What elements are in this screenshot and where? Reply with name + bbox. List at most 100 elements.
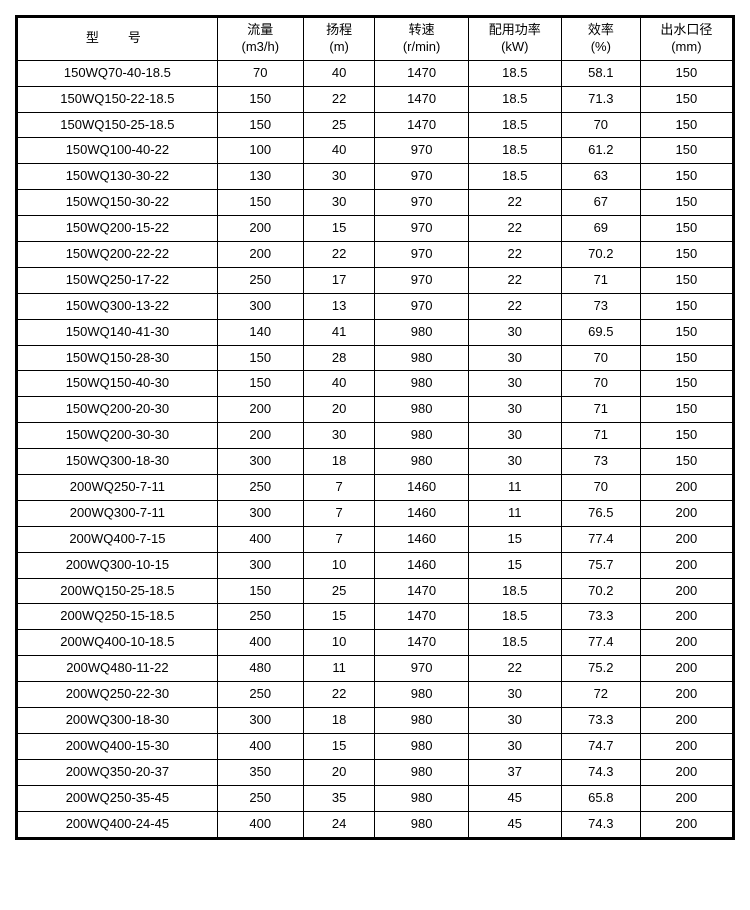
table-cell: 18.5 [468,60,561,86]
table-cell: 100 [217,138,303,164]
table-cell: 200WQ250-22-30 [17,682,218,708]
table-header: 型 号流量(m3/h)扬程(m)转速(r/min)配用功率(kW)效率(%)出水… [17,17,734,61]
table-cell: 200 [640,604,733,630]
table-cell: 150 [640,242,733,268]
table-cell: 980 [375,759,468,785]
table-cell: 15 [303,604,375,630]
table-cell: 18.5 [468,578,561,604]
table-cell: 150 [640,112,733,138]
table-cell: 70.2 [561,578,640,604]
table-cell: 1470 [375,578,468,604]
table-cell: 25 [303,578,375,604]
table-cell: 61.2 [561,138,640,164]
table-cell: 11 [303,656,375,682]
table-cell: 1460 [375,552,468,578]
column-header-5: 效率(%) [561,17,640,61]
table-cell: 18.5 [468,604,561,630]
table-cell: 150WQ300-18-30 [17,449,218,475]
table-cell: 37 [468,759,561,785]
table-row: 150WQ300-13-22300139702273150 [17,293,734,319]
table-cell: 300 [217,552,303,578]
table-row: 200WQ250-22-30250229803072200 [17,682,734,708]
table-cell: 970 [375,190,468,216]
table-cell: 20 [303,759,375,785]
table-cell: 150 [217,578,303,604]
table-row: 150WQ140-41-30140419803069.5150 [17,319,734,345]
table-cell: 300 [217,449,303,475]
table-row: 200WQ300-18-30300189803073.3200 [17,708,734,734]
table-cell: 70 [217,60,303,86]
table-cell: 71 [561,423,640,449]
table-cell: 150WQ200-30-30 [17,423,218,449]
table-cell: 970 [375,164,468,190]
table-cell: 22 [468,242,561,268]
table-cell: 18 [303,449,375,475]
table-cell: 70 [561,371,640,397]
table-cell: 15 [303,733,375,759]
table-cell: 150 [640,216,733,242]
table-cell: 150WQ70-40-18.5 [17,60,218,86]
table-cell: 35 [303,785,375,811]
column-header-sub-5: (%) [564,39,638,56]
table-cell: 400 [217,526,303,552]
table-row: 200WQ400-10-18.540010147018.577.4200 [17,630,734,656]
table-cell: 980 [375,811,468,838]
column-header-0: 型 号 [17,17,218,61]
table-cell: 150WQ200-22-22 [17,242,218,268]
table-cell: 22 [468,293,561,319]
table-cell: 150WQ130-30-22 [17,164,218,190]
table-cell: 30 [468,345,561,371]
table-cell: 140 [217,319,303,345]
table-cell: 76.5 [561,500,640,526]
column-header-main-6: 出水口径 [643,22,730,39]
table-cell: 18.5 [468,164,561,190]
table-cell: 980 [375,733,468,759]
table-cell: 200 [640,526,733,552]
table-cell: 150WQ150-22-18.5 [17,86,218,112]
table-body: 150WQ70-40-18.57040147018.558.1150150WQ1… [17,60,734,838]
table-cell: 250 [217,604,303,630]
column-header-4: 配用功率(kW) [468,17,561,61]
table-row: 200WQ300-10-153001014601575.7200 [17,552,734,578]
table-cell: 200WQ300-7-11 [17,500,218,526]
table-cell: 250 [217,682,303,708]
table-cell: 63 [561,164,640,190]
table-cell: 22 [303,682,375,708]
table-cell: 18.5 [468,138,561,164]
table-cell: 11 [468,500,561,526]
table-cell: 200WQ300-18-30 [17,708,218,734]
column-header-main-1: 流量 [220,22,301,39]
table-cell: 150 [640,267,733,293]
table-cell: 73.3 [561,604,640,630]
table-cell: 28 [303,345,375,371]
table-row: 200WQ400-15-30400159803074.7200 [17,733,734,759]
header-row: 型 号流量(m3/h)扬程(m)转速(r/min)配用功率(kW)效率(%)出水… [17,17,734,61]
column-header-sub-3: (r/min) [377,39,465,56]
table-cell: 970 [375,138,468,164]
table-row: 150WQ150-40-30150409803070150 [17,371,734,397]
table-cell: 980 [375,371,468,397]
table-cell: 7 [303,500,375,526]
table-cell: 22 [468,190,561,216]
table-cell: 30 [468,397,561,423]
table-cell: 200 [640,682,733,708]
table-row: 150WQ200-22-22200229702270.2150 [17,242,734,268]
table-cell: 75.7 [561,552,640,578]
table-row: 150WQ150-30-22150309702267150 [17,190,734,216]
table-row: 150WQ200-20-30200209803071150 [17,397,734,423]
table-cell: 18.5 [468,630,561,656]
table-cell: 30 [468,733,561,759]
table-cell: 74.3 [561,811,640,838]
table-row: 150WQ70-40-18.57040147018.558.1150 [17,60,734,86]
table-cell: 30 [468,449,561,475]
table-cell: 150 [640,423,733,449]
table-cell: 1460 [375,475,468,501]
table-cell: 200 [217,397,303,423]
table-cell: 70 [561,345,640,371]
table-cell: 400 [217,630,303,656]
table-row: 150WQ200-30-30200309803071150 [17,423,734,449]
table-cell: 200 [640,811,733,838]
table-cell: 200WQ400-15-30 [17,733,218,759]
table-cell: 45 [468,785,561,811]
table-cell: 10 [303,552,375,578]
